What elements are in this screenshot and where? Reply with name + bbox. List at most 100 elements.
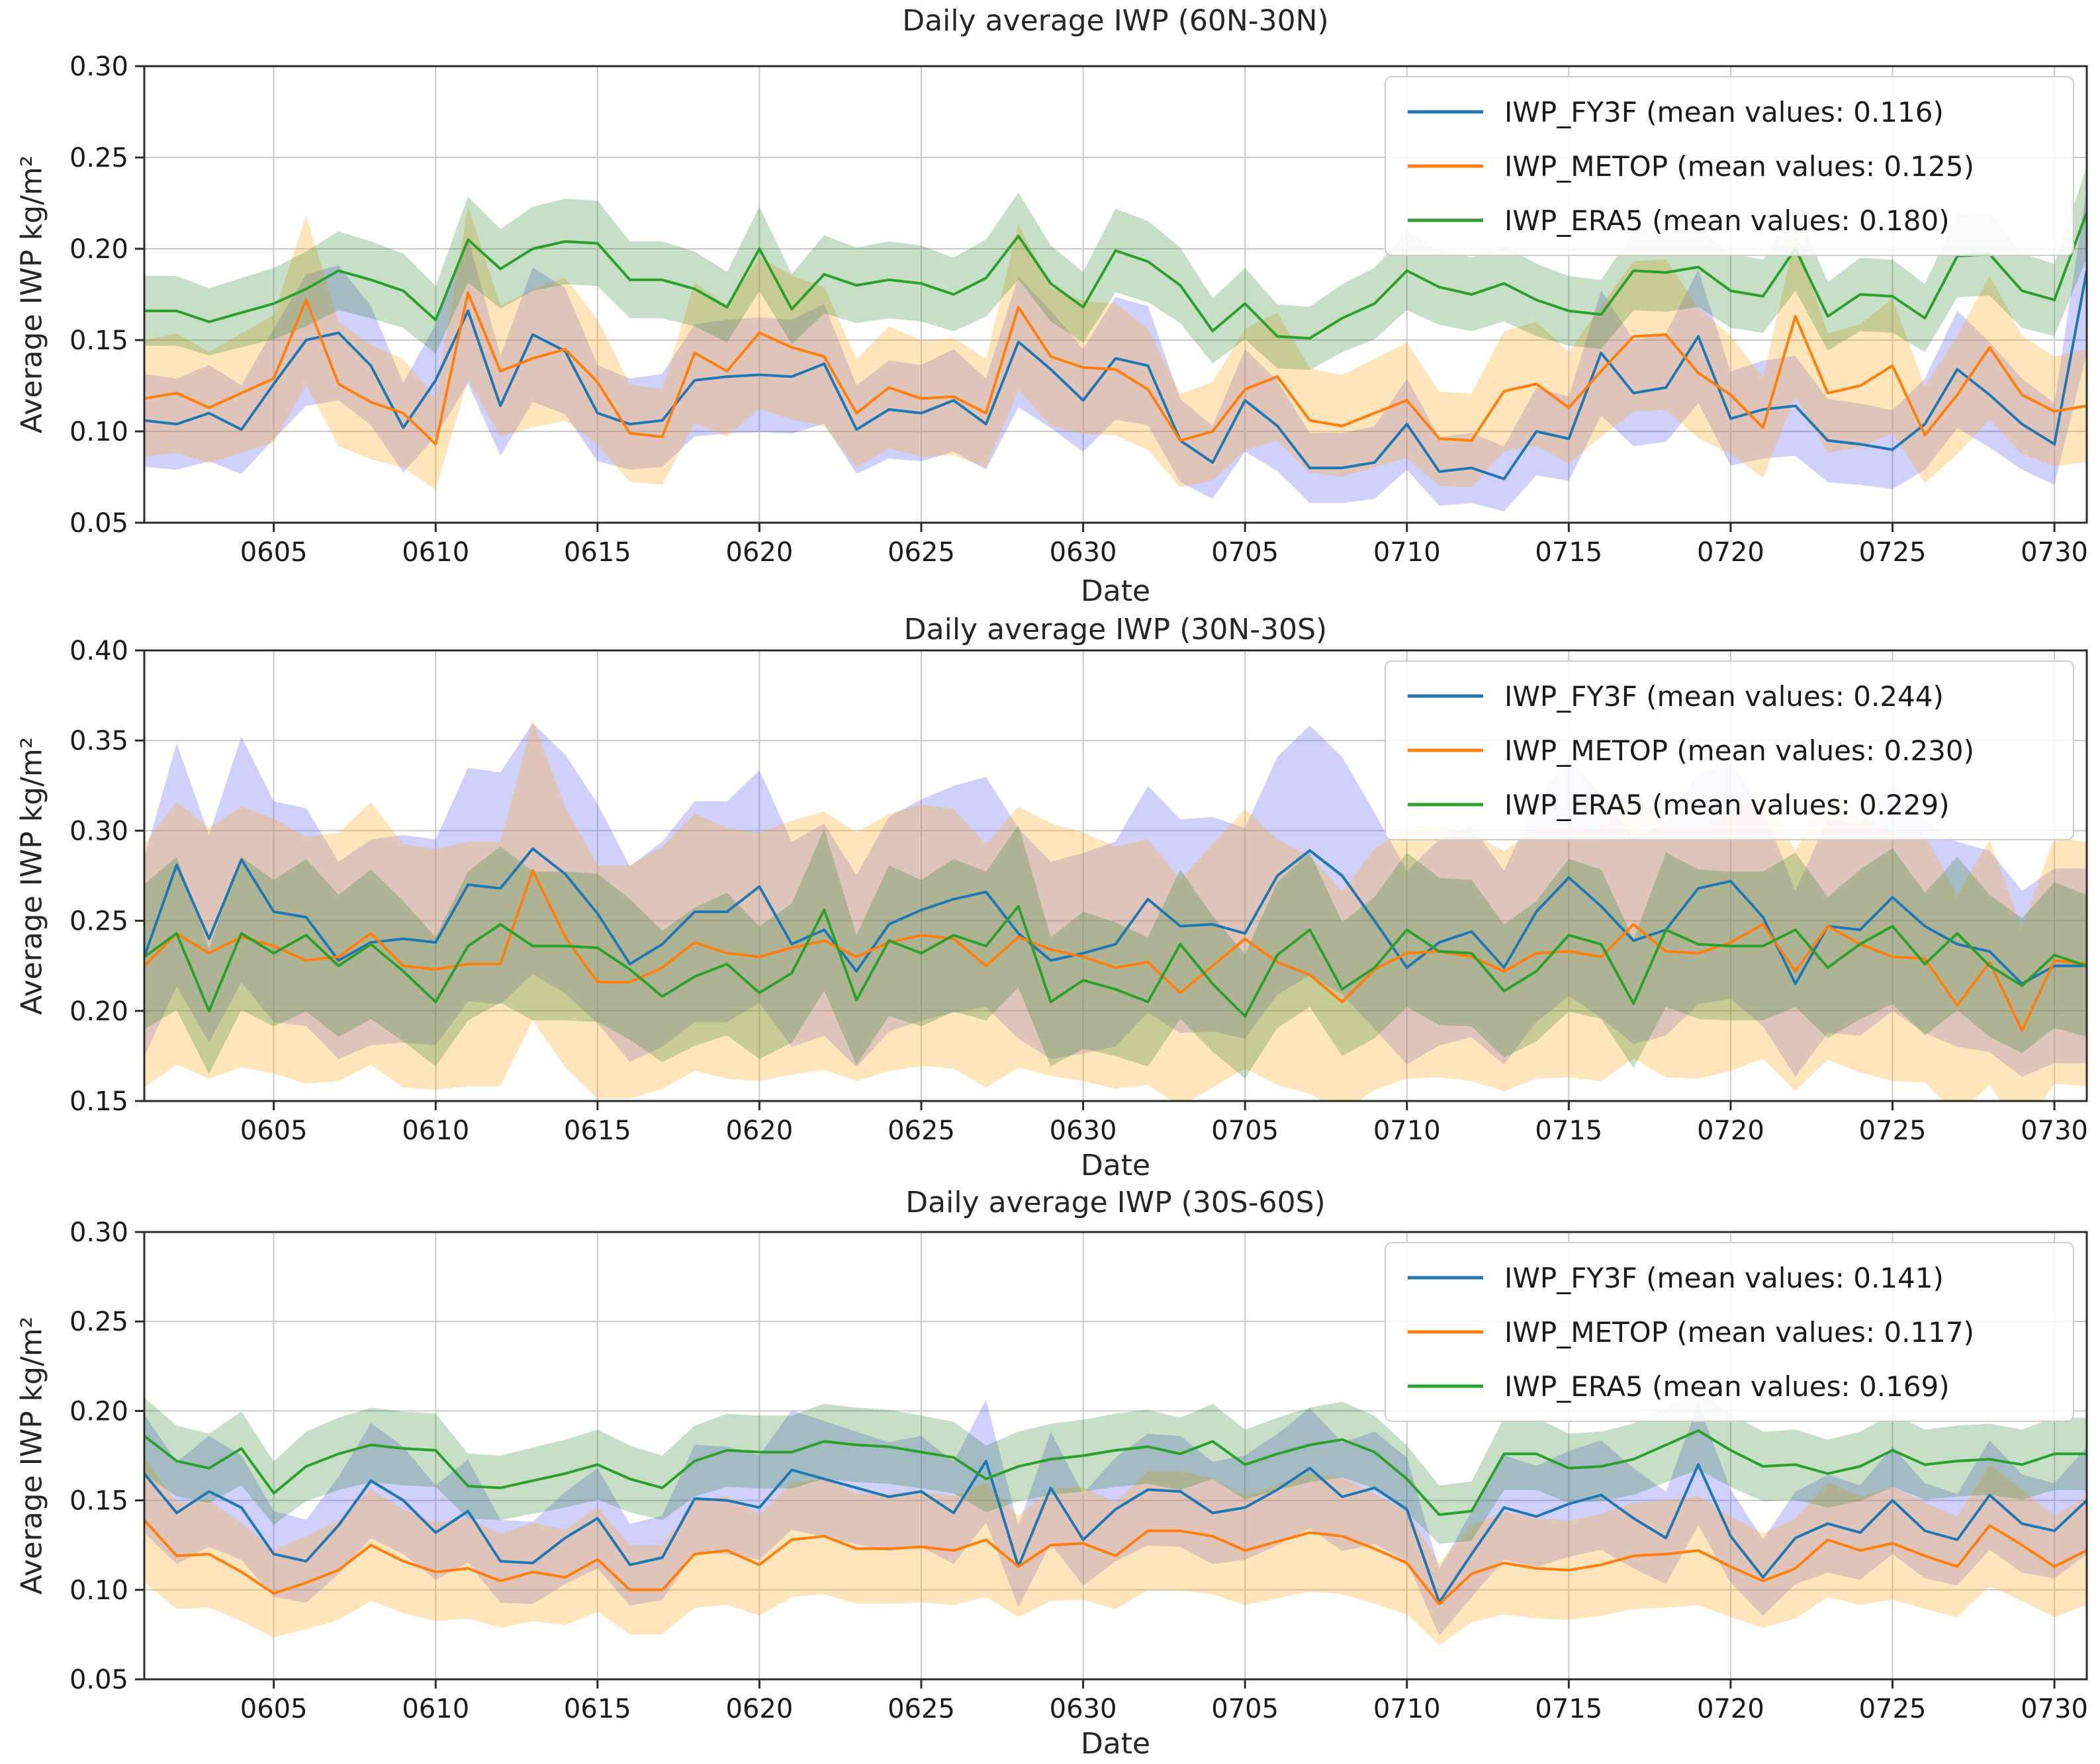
legend-box (1385, 1242, 2074, 1422)
legend-entry-IWP_ERA5: IWP_ERA5 (mean values: 0.169) (1408, 1370, 1950, 1403)
x-tick-label: 0705 (1211, 537, 1279, 568)
x-tick-label: 0725 (1859, 1116, 1927, 1146)
line-IWP_FY3F (144, 847, 2087, 985)
x-tick-label: 0630 (1050, 1116, 1117, 1146)
axes-spines (143, 649, 2088, 1102)
y-tick-label: 0.10 (69, 417, 128, 447)
legend-entry-IWP_METOP: IWP_METOP (mean values: 0.125) (1408, 150, 1974, 183)
legend-label: IWP_ERA5 (mean values: 0.180) (1504, 204, 1950, 237)
x-tick-label: 0605 (240, 537, 308, 568)
panel-title: Daily average IWP (30S-60S) (905, 1186, 1326, 1219)
band-IWP_ERA5 (144, 1391, 2087, 1544)
x-tick-label: 0720 (1697, 1694, 1764, 1724)
x-tick-labels: 0605 0610 0615 0620 0625 0630 0705 0710 0715 0720… (240, 523, 2088, 568)
x-tick-label: 0730 (2021, 537, 2088, 568)
band-IWP_ERA5 (144, 165, 2087, 371)
y-tick-label: 0.20 (69, 1396, 128, 1427)
legend-box (1385, 660, 2074, 840)
y-tick-label: 0.30 (69, 52, 128, 82)
x-tick-label: 0630 (1050, 1694, 1117, 1724)
x-tick-label: 0725 (1859, 537, 1927, 568)
line-IWP_FY3F (144, 270, 2087, 480)
line-IWP_FY3F (144, 1460, 2087, 1604)
panel-30S-60S: Daily average IWP (30S-60S) Average IWP … (0, 1178, 2100, 1764)
y-tick-label: 0.30 (69, 816, 128, 846)
line-IWP_ERA5 (144, 904, 2087, 1018)
uncertainty-bands (144, 1391, 2087, 1646)
x-tick-label: 0605 (240, 1116, 308, 1146)
data-lines (144, 1429, 2087, 1606)
legend: IWP_FY3F (mean values: 0.244) IWP_METOP (… (1385, 660, 2074, 840)
y-tick-label: 0.25 (69, 906, 128, 937)
x-tick-label: 0730 (2021, 1694, 2088, 1724)
legend-entry-IWP_METOP: IWP_METOP (mean values: 0.117) (1408, 1316, 1974, 1348)
y-tick-labels: 0.05 0.10 0.15 0.20 0.25 0.30 (69, 1217, 144, 1695)
axes-spines (143, 65, 2088, 524)
y-tick-label: 0.30 (69, 1217, 128, 1248)
x-tick-label: 0610 (402, 1116, 469, 1146)
y-tick-label: 0.15 (69, 1486, 128, 1517)
legend: IWP_FY3F (mean values: 0.141) IWP_METOP (… (1385, 1242, 2074, 1422)
x-axis-label: Date (1080, 1149, 1151, 1182)
x-axis-label: Date (1080, 1727, 1151, 1761)
y-tick-label: 0.35 (69, 726, 128, 756)
legend-label: IWP_FY3F (mean values: 0.244) (1504, 680, 1944, 713)
x-tick-label: 0710 (1373, 1116, 1441, 1146)
plot-area-30S-60S: 0.05 0.10 0.15 0.20 0.25 0.30 0605 0610 0615 0620… (69, 1217, 2088, 1724)
y-tick-label: 0.10 (69, 1575, 128, 1606)
x-tick-label: 0630 (1050, 537, 1117, 568)
x-tick-label: 0625 (888, 1116, 955, 1146)
x-tick-label: 0710 (1373, 537, 1441, 568)
line-IWP_METOP (144, 1519, 2087, 1606)
x-tick-label: 0610 (402, 1694, 469, 1724)
x-tick-label: 0720 (1697, 537, 1764, 568)
line-IWP_ERA5 (144, 212, 2087, 340)
y-tick-label: 0.05 (69, 1665, 128, 1695)
x-tick-label: 0605 (240, 1694, 308, 1724)
x-tick-label: 0615 (564, 537, 631, 568)
band-IWP_METOP (144, 1458, 2087, 1646)
y-tick-label: 0.15 (69, 1086, 128, 1117)
data-lines (144, 212, 2087, 480)
x-tick-label: 0615 (564, 1694, 631, 1724)
x-tick-label: 0620 (726, 1116, 794, 1146)
legend-entry-IWP_FY3F: IWP_FY3F (mean values: 0.116) (1408, 96, 1944, 128)
x-tick-label: 0620 (726, 537, 794, 568)
panel-60N-30N: Daily average IWP (60N-30N) Average IWP … (0, 0, 2100, 608)
legend-label: IWP_ERA5 (mean values: 0.229) (1504, 789, 1950, 821)
band-IWP_FY3F (144, 188, 2087, 511)
axes-spines (143, 1231, 2088, 1681)
plot-area-60N-30N: 0.05 0.10 0.15 0.20 0.25 0.30 0605 0610 0615 0620… (69, 52, 2088, 568)
plot-area-30N-30S: 0.15 0.20 0.25 0.30 0.35 0.40 0605 0610 0615 0620… (69, 636, 2088, 1146)
band-IWP_METOP (144, 720, 2087, 1101)
x-tick-labels: 0605 0610 0615 0620 0625 0630 0705 0710 0715 0720… (240, 1101, 2088, 1146)
panel-title: Daily average IWP (60N-30N) (902, 4, 1329, 38)
x-tick-label: 0610 (402, 537, 469, 568)
line-IWP_METOP (144, 869, 2087, 1032)
x-axis-label: Date (1080, 574, 1151, 608)
legend-entry-IWP_ERA5: IWP_ERA5 (mean values: 0.229) (1408, 789, 1950, 821)
uncertainty-bands (144, 165, 2087, 511)
legend-entry-IWP_FY3F: IWP_FY3F (mean values: 0.244) (1408, 680, 1944, 713)
x-tick-label: 0710 (1373, 1694, 1441, 1724)
y-tick-label: 0.25 (69, 143, 128, 173)
y-tick-label: 0.40 (69, 636, 128, 666)
legend-label: IWP_METOP (mean values: 0.125) (1504, 150, 1974, 183)
band-IWP_METOP (144, 206, 2087, 490)
legend-label: IWP_ERA5 (mean values: 0.169) (1504, 1370, 1950, 1403)
x-tick-labels: 0605 0610 0615 0620 0625 0630 0705 0710 0715 0720… (240, 1679, 2088, 1724)
legend-label: IWP_FY3F (mean values: 0.141) (1504, 1262, 1944, 1294)
legend: IWP_FY3F (mean values: 0.116) IWP_METOP (… (1385, 76, 2074, 256)
x-tick-label: 0705 (1211, 1694, 1279, 1724)
x-tick-label: 0620 (726, 1694, 794, 1724)
x-tick-label: 0715 (1535, 1116, 1602, 1146)
x-tick-label: 0725 (1859, 1694, 1927, 1724)
legend-label: IWP_METOP (mean values: 0.117) (1504, 1316, 1974, 1348)
line-IWP_METOP (144, 291, 2087, 446)
x-tick-label: 0705 (1211, 1116, 1279, 1146)
x-tick-label: 0715 (1535, 537, 1602, 568)
y-tick-label: 0.25 (69, 1307, 128, 1337)
y-tick-label: 0.15 (69, 326, 128, 356)
x-tick-label: 0715 (1535, 1694, 1602, 1724)
band-IWP_ERA5 (144, 824, 2087, 1079)
